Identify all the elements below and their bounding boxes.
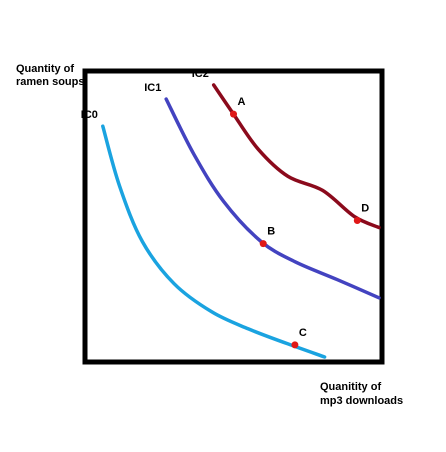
point-d	[353, 217, 361, 224]
curve-ic1	[164, 97, 381, 300]
point-label-a: A	[238, 96, 246, 108]
x-axis-label-line-2: mp3 downloads	[320, 395, 403, 407]
x-axis-label-line-1: Quanitity of	[320, 381, 381, 393]
y-axis-label-line-2: ramen soups	[16, 76, 84, 88]
bundle-point-labels: A B C D	[238, 96, 370, 339]
point-label-d: D	[361, 203, 369, 215]
point-a	[230, 110, 237, 118]
x-axis-label: Quanitity of mp3 downloads	[320, 381, 403, 407]
curve-ic0	[101, 124, 327, 359]
point-b	[259, 240, 267, 248]
bundle-points	[230, 110, 361, 349]
point-label-c: C	[299, 327, 307, 339]
y-axis-label-line-1: Quantity of	[16, 63, 74, 75]
curve-labels: IC0 IC1 IC2	[81, 68, 209, 121]
indifference-curves	[101, 83, 381, 359]
curve-label-ic1: IC1	[144, 82, 161, 94]
point-label-b: B	[267, 226, 275, 238]
plot-frame	[82, 68, 385, 365]
curve-label-ic2: IC2	[192, 68, 209, 80]
y-axis-label: Quantity of ramen soups	[16, 63, 84, 88]
curve-label-ic0: IC0	[81, 109, 98, 121]
point-c	[291, 341, 299, 349]
